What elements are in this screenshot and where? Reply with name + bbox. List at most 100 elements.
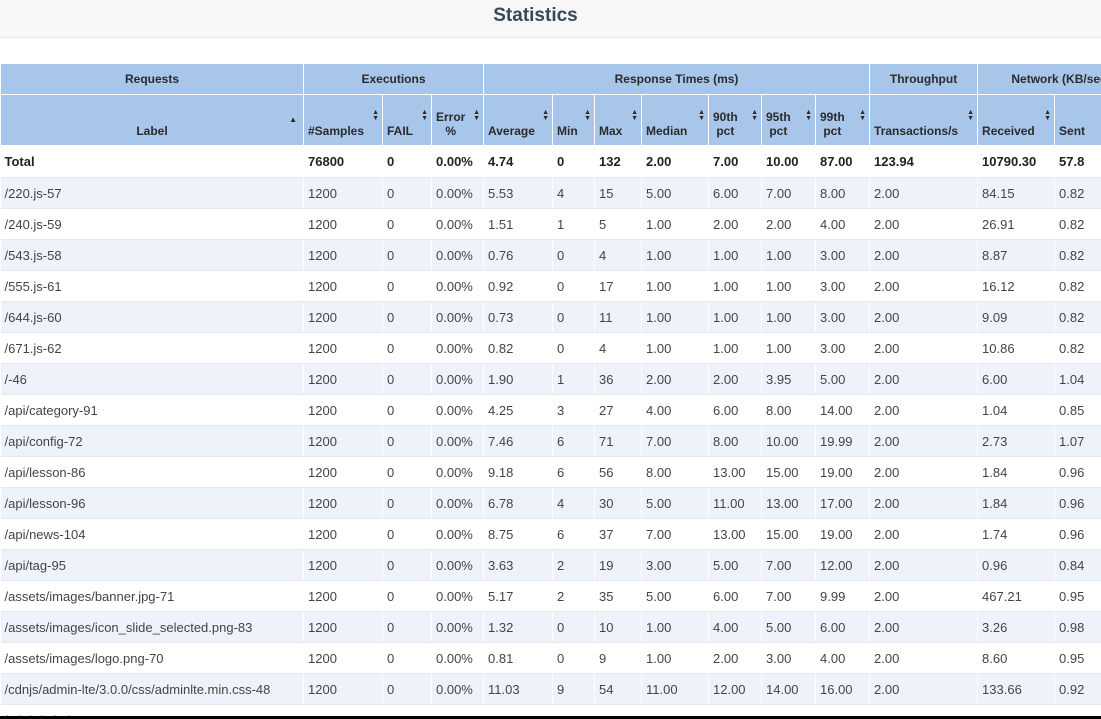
cell-90th-pct: 1.00 bbox=[708, 270, 762, 302]
cell-median: 41.00 bbox=[641, 704, 709, 719]
column-header-label: 95th pct bbox=[766, 110, 791, 138]
cell-transactions-s: 2.00 bbox=[869, 580, 979, 612]
column-header-label: 99th pct bbox=[820, 110, 845, 138]
sort-both-icon: ▲ ▼ bbox=[542, 109, 549, 122]
cell-fail: 0 bbox=[382, 456, 432, 488]
cell-sent: 0.98 bbox=[1054, 611, 1101, 643]
cell-min: 4 bbox=[552, 487, 595, 519]
cell-max: 71 bbox=[594, 425, 642, 457]
cell-label: /-46 bbox=[0, 363, 304, 395]
column-header-label: Label bbox=[136, 124, 168, 138]
sort-both-icon: ▲ ▼ bbox=[1044, 109, 1052, 122]
cell-99th-pct: 4.00 bbox=[815, 208, 871, 240]
cell-95th-pct: 13.00 bbox=[761, 487, 816, 519]
cell-95th-pct: 2.00 bbox=[761, 208, 816, 240]
cell-median: 5.00 bbox=[641, 177, 709, 209]
cell-sent: 57.8 bbox=[1054, 145, 1101, 178]
cell-median: 3.00 bbox=[641, 549, 709, 581]
cell-received: 1.04 bbox=[977, 394, 1056, 426]
column-header-average[interactable]: Average ▲ ▼ bbox=[483, 94, 553, 146]
cell-sent: 0.96 bbox=[1054, 518, 1101, 550]
column-header-error[interactable]: Error% ▲ ▼ bbox=[431, 94, 484, 146]
cell-samples: 1200 bbox=[303, 487, 383, 519]
cell-label: /assets/images/icon_slide_selected.png-8… bbox=[0, 611, 304, 643]
table-row: /cdnjs/admin-120000.00%40.30208141.0046.… bbox=[0, 704, 1101, 719]
cell-label: /644.js-60 bbox=[0, 301, 304, 333]
cell-received: 3765.45 bbox=[977, 704, 1056, 719]
cell-transactions-s: 2.00 bbox=[869, 394, 979, 426]
cell-90th-pct: 13.00 bbox=[708, 456, 762, 488]
cell-median: 2.00 bbox=[641, 145, 709, 178]
column-header-fail[interactable]: FAIL ▲ ▼ bbox=[382, 94, 432, 146]
cell-median: 11.00 bbox=[641, 673, 709, 705]
cell-error: 0.00% bbox=[431, 704, 484, 719]
statistics-table-container[interactable]: Requests Executions Response Times (ms) Thr… bbox=[0, 63, 1101, 719]
table-row: /cdnjs/admin-lte/3.0.0/css/adminlte.min.… bbox=[0, 673, 1101, 705]
cell-label: /api/tag-95 bbox=[0, 549, 304, 581]
cell-samples: 76800 bbox=[303, 145, 383, 178]
cell-sent: 1.07 bbox=[1054, 425, 1101, 457]
cell-min: 0 bbox=[552, 332, 595, 364]
cell-label: Total bbox=[0, 145, 304, 178]
column-header-median[interactable]: Median ▲ ▼ bbox=[641, 94, 709, 146]
cell-max: 9 bbox=[594, 642, 642, 674]
cell-90th-pct: 11.00 bbox=[708, 487, 762, 519]
cell-min: 20 bbox=[552, 704, 595, 719]
column-header-received[interactable]: Received ▲ ▼ bbox=[977, 94, 1056, 146]
cell-min: 6 bbox=[552, 456, 595, 488]
cell-90th-pct: 2.00 bbox=[708, 208, 762, 240]
column-header-min[interactable]: Min ▲ ▼ bbox=[552, 94, 595, 146]
table-row: /api/lesson-86 1200 0 0.00% 9.18 6 56 8.00 13.00… bbox=[0, 456, 1101, 488]
column-header-max[interactable]: Max ▲ ▼ bbox=[594, 94, 642, 146]
cell-average: 3.63 bbox=[483, 549, 553, 581]
cell-99th-pct: 19.99 bbox=[815, 425, 871, 457]
column-header-label: FAIL bbox=[387, 124, 413, 138]
cell-error: 0.00% bbox=[431, 549, 484, 581]
column-header-99th-pct[interactable]: 99th pct ▲ ▼ bbox=[814, 94, 871, 146]
cell-received: 16.12 bbox=[977, 270, 1056, 302]
cell-samples: 1200 bbox=[303, 456, 383, 488]
cell-average: 40.30 bbox=[483, 704, 553, 719]
cell-90th-pct: 12.00 bbox=[708, 673, 762, 705]
column-header-95th-pct[interactable]: 95th pct ▲ ▼ bbox=[761, 94, 816, 146]
cell-95th-pct: 10.00 bbox=[761, 145, 816, 178]
cell-samples: 1200 bbox=[303, 208, 383, 240]
column-header-sent[interactable]: Sent▲▼ bbox=[1054, 94, 1101, 146]
sort-both-icon: ▲ ▼ bbox=[631, 109, 638, 122]
cell-received: 1.84 bbox=[977, 487, 1056, 519]
cell-error: 0.00% bbox=[431, 270, 484, 302]
cell-error: 0.00% bbox=[431, 456, 484, 488]
cell-average: 0.81 bbox=[483, 642, 553, 674]
cell-samples: 1200 bbox=[303, 363, 383, 395]
cell-average: 0.76 bbox=[483, 239, 553, 271]
cell-error: 0.00% bbox=[431, 177, 484, 209]
cell-fail: 0 bbox=[382, 611, 432, 643]
cell-sent: 0.85 bbox=[1054, 394, 1101, 426]
cell-90th-pct: 2.00 bbox=[708, 642, 762, 674]
column-header-label: Error% bbox=[436, 110, 466, 138]
cell-samples: 1200 bbox=[303, 704, 383, 719]
statistics-table: Requests Executions Response Times (ms) Thr… bbox=[0, 63, 1101, 719]
cell-received: 6.00 bbox=[977, 363, 1056, 395]
column-header-samples[interactable]: #Samples ▲ ▼ bbox=[303, 94, 383, 146]
cell-fail: 0 bbox=[382, 704, 432, 719]
cell-sent: 0.82 bbox=[1054, 301, 1101, 333]
cell-samples: 1200 bbox=[303, 580, 383, 612]
cell-max: 4 bbox=[594, 332, 642, 364]
cell-label: /cdnjs/admin- bbox=[0, 704, 304, 719]
cell-95th-pct: 7.00 bbox=[761, 549, 816, 581]
cell-99th-pct: 12.00 bbox=[815, 549, 871, 581]
cell-sent: 0.95 bbox=[1054, 642, 1101, 674]
cell-95th-pct: 15.00 bbox=[761, 518, 816, 550]
cell-99th-pct: 19.00 bbox=[815, 518, 871, 550]
column-header-transactions-s[interactable]: Transactions/s ▲ ▼ bbox=[869, 94, 979, 146]
sort-both-icon: ▲ ▼ bbox=[698, 109, 705, 122]
cell-error: 0.00% bbox=[431, 145, 484, 178]
cell-90th-pct: 8.00 bbox=[708, 425, 762, 457]
column-header-90th-pct[interactable]: 90th pct ▲ ▼ bbox=[708, 94, 762, 146]
cell-average: 9.18 bbox=[483, 456, 553, 488]
column-header-label[interactable]: Label ▲ bbox=[0, 94, 304, 146]
cell-min: 0 bbox=[552, 239, 595, 271]
cell-error: 0.00% bbox=[431, 332, 484, 364]
column-header-label: Received bbox=[982, 124, 1035, 138]
